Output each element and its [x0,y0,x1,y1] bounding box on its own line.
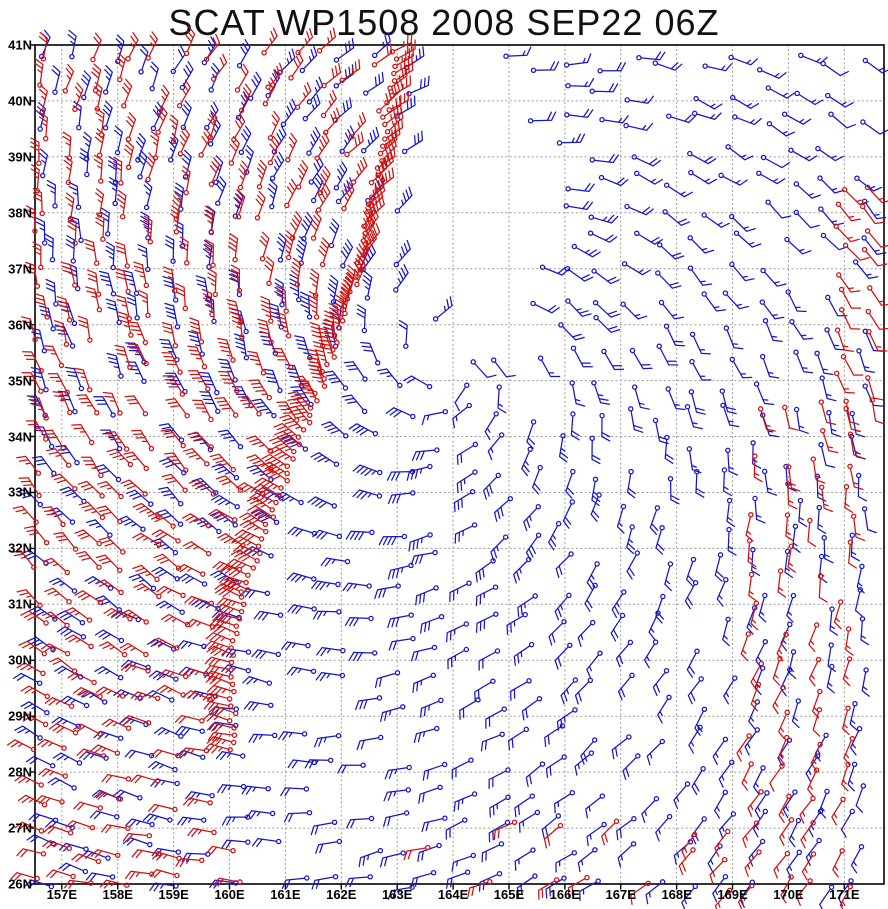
y-tick-label: 28N [8,764,32,780]
plot-border [34,44,885,885]
x-tick-label: 162E [326,887,357,902]
chart-title: SCAT WP1508 2008 SEP22 06Z [168,2,720,43]
y-tick-label: 38N [8,205,32,221]
x-tick-label: 163E [381,887,413,902]
x-tick-label: 164E [437,887,469,902]
x-tick-label: 169E [717,887,748,902]
y-tick-label: 41N [8,37,32,53]
x-tick-label: 160E [214,887,245,902]
y-tick-label: 35N [8,373,32,389]
y-tick-label: 32N [8,540,32,556]
x-tick-label: 166E [549,887,581,902]
axis-ticks [29,44,845,890]
x-tick-label: 157E [46,887,78,902]
y-tick-label: 36N [8,317,32,333]
x-tick-label: 161E [270,887,301,902]
y-tick-label: 30N [8,652,32,668]
wind-barb-canvas [6,26,888,909]
x-tick-label: 170E [773,887,804,902]
y-tick-label: 27N [8,820,32,836]
grid-lines [34,44,885,885]
x-tick-label: 165E [493,887,525,902]
y-tick-label: 26N [8,876,32,892]
x-tick-label: 167E [605,887,636,902]
y-tick-label: 37N [8,261,32,277]
y-tick-label: 31N [8,596,32,612]
red-wind-barbs [6,26,888,909]
y-tick-label: 34N [8,429,32,445]
plot-area [6,26,888,909]
x-tick-label: 159E [158,887,189,902]
y-tick-label: 33N [8,484,32,500]
y-tick-label: 40N [8,93,32,109]
x-tick-label: 168E [661,887,692,902]
x-tick-label: 171E [829,887,860,902]
y-tick-label: 39N [8,149,32,165]
y-tick-label: 29N [8,708,32,724]
x-tick-label: 158E [102,887,133,902]
